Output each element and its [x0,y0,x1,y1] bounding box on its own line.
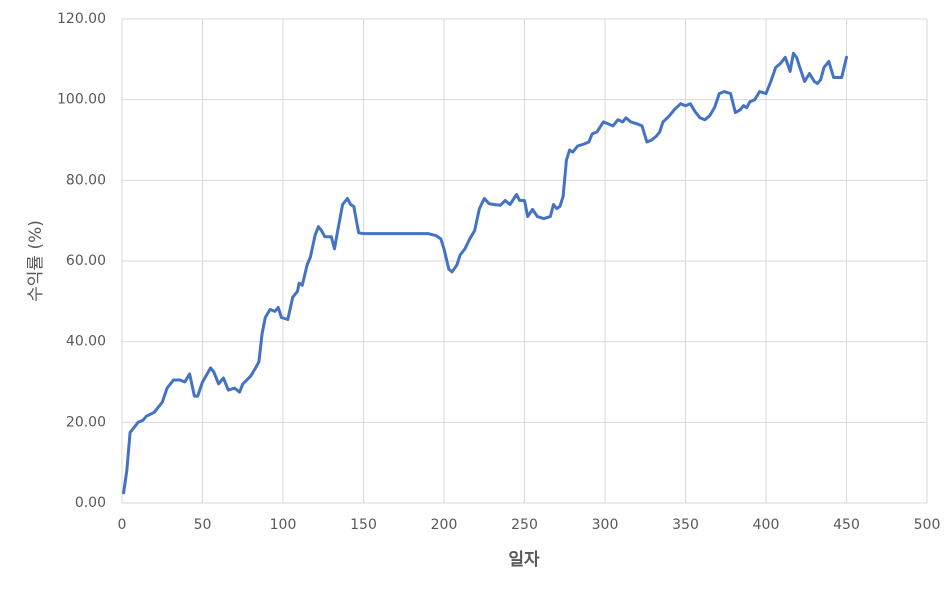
x-tick-label: 400 [753,517,780,533]
y-tick-label: 60.00 [66,253,106,269]
x-tick-label: 300 [592,517,619,533]
y-tick-label: 120.00 [57,11,106,27]
y-tick-label: 100.00 [57,92,106,108]
line [122,51,848,495]
x-tick-label: 0 [118,517,127,533]
y-tick-label: 0.00 [75,495,106,511]
y-axis-title: 수익률 (%) [26,220,46,302]
y-tick-label: 80.00 [66,172,106,188]
x-tick-label: 50 [194,517,212,533]
x-tick-label: 450 [833,517,860,533]
x-tick-label: 500 [914,517,941,533]
y-tick-label: 20.00 [66,414,106,430]
x-tick-label: 350 [672,517,699,533]
x-tick-label: 100 [270,517,297,533]
x-axis-title: 일자 [508,550,540,570]
x-tick-label: 200 [431,517,458,533]
x-tick-label: 150 [350,517,377,533]
y-tick-label: 40.00 [66,334,106,350]
x-tick-label: 250 [511,517,538,533]
